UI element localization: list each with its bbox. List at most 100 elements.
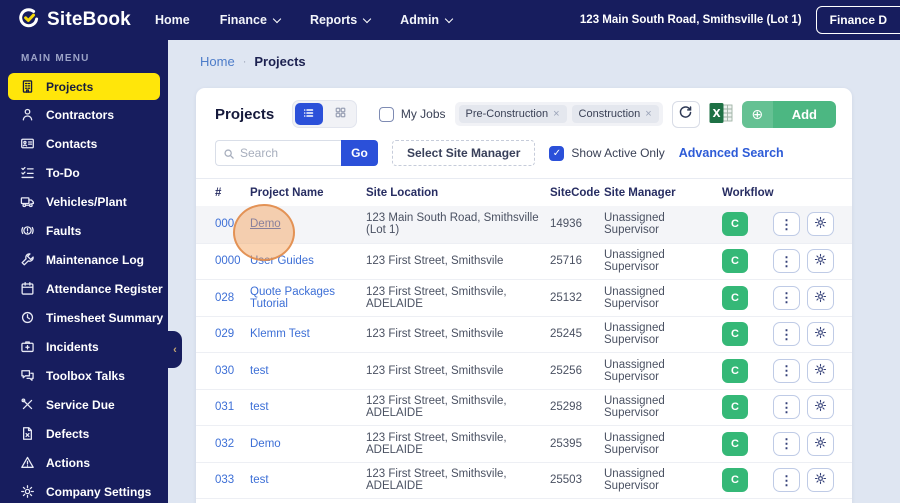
search-input[interactable] — [215, 140, 341, 166]
row-settings-button[interactable] — [807, 432, 834, 456]
workflow-badge[interactable]: C — [722, 322, 748, 346]
sidebar-collapse-handle[interactable]: ‹ — [168, 331, 182, 368]
row-menu-button[interactable]: ⋮ — [773, 286, 800, 310]
project-number-link[interactable]: 030 — [215, 365, 234, 377]
nav-item-admin[interactable]: Admin — [400, 13, 452, 27]
project-name-link[interactable]: Demo — [250, 438, 281, 450]
show-active-only-checkbox[interactable]: ✓ Show Active Only — [549, 146, 664, 161]
project-name-link[interactable]: Quote Packages Tutorial — [250, 286, 335, 310]
sidebar-item-timesheet-summary[interactable]: Timesheet Summary — [0, 303, 168, 332]
sidebar-item-contacts[interactable]: Contacts — [0, 129, 168, 158]
site-code: 14936 — [550, 218, 604, 230]
workflow-badge[interactable]: C — [722, 432, 748, 456]
projects-panel: Projects — [196, 88, 852, 503]
add-project-button[interactable]: ⊕ Add — [742, 101, 836, 128]
project-number-link[interactable]: 031 — [215, 401, 234, 413]
alert-circle-icon — [20, 223, 35, 238]
site-location: 123 First Street, Smithsvile, ADELAIDE — [366, 286, 550, 310]
row-menu-button[interactable]: ⋮ — [773, 395, 800, 419]
row-menu-button[interactable]: ⋮ — [773, 468, 800, 492]
sidebar-menu: Projects Contractors Contacts To-Do Vehi… — [0, 73, 168, 503]
row-settings-button[interactable] — [807, 359, 834, 383]
project-number-link[interactable]: 0000 — [215, 255, 241, 267]
warning-icon — [20, 455, 35, 470]
brand-name: SiteBook — [47, 9, 131, 31]
project-number-link[interactable]: 033 — [215, 474, 234, 486]
sidebar-item-toolbox-talks[interactable]: Toolbox Talks — [0, 361, 168, 390]
project-name-link[interactable]: test — [250, 401, 269, 413]
breadcrumb-separator: · — [243, 56, 247, 68]
project-number-link[interactable]: 028 — [215, 292, 234, 304]
workflow-badge[interactable]: C — [722, 468, 748, 492]
project-name-link[interactable]: test — [250, 474, 269, 486]
checklist-icon — [20, 165, 35, 180]
site-code: 25132 — [550, 292, 604, 304]
workflow-badge[interactable]: C — [722, 249, 748, 273]
grid-view-icon — [334, 106, 347, 122]
project-name-link[interactable]: test — [250, 365, 269, 377]
nav-item-reports[interactable]: Reports — [310, 13, 370, 27]
sidebar-item-contractors[interactable]: Contractors — [0, 100, 168, 129]
advanced-search-link[interactable]: Advanced Search — [679, 146, 784, 160]
site-manager: Unassigned Supervisor — [604, 286, 722, 310]
remove-filter-icon[interactable]: × — [553, 108, 559, 120]
sidebar-item-maintenance-log[interactable]: Maintenance Log — [0, 245, 168, 274]
person-icon — [20, 107, 35, 122]
project-name-link[interactable]: User Guides — [250, 255, 314, 267]
row-settings-button[interactable] — [807, 286, 834, 310]
site-code: 25503 — [550, 474, 604, 486]
row-menu-button[interactable]: ⋮ — [773, 322, 800, 346]
gear-icon — [814, 436, 827, 452]
sidebar-item-actions[interactable]: Actions — [0, 448, 168, 477]
finance-dashboard-button[interactable]: Finance D — [816, 6, 900, 34]
sidebar-item-projects[interactable]: Projects — [8, 73, 160, 100]
brand-logo[interactable]: SiteBook — [18, 7, 131, 34]
list-view-button[interactable] — [295, 103, 323, 125]
sidebar-item-defects[interactable]: Defects — [0, 419, 168, 448]
search-go-button[interactable]: Go — [341, 140, 378, 166]
select-site-manager-dropdown[interactable]: Select Site Manager — [392, 140, 535, 166]
grid-view-button[interactable] — [326, 103, 354, 125]
row-settings-button[interactable] — [807, 468, 834, 492]
site-manager: Unassigned Supervisor — [604, 432, 722, 456]
workflow-badge[interactable]: C — [722, 395, 748, 419]
filter-chip-construction[interactable]: Construction × — [572, 105, 659, 123]
row-settings-button[interactable] — [807, 395, 834, 419]
workflow-badge[interactable]: C — [722, 212, 748, 236]
breadcrumb-home-link[interactable]: Home — [200, 54, 235, 69]
table-header-cell: SiteCode — [550, 187, 604, 199]
row-menu-button[interactable]: ⋮ — [773, 212, 800, 236]
row-settings-button[interactable] — [807, 212, 834, 236]
refresh-button[interactable] — [672, 101, 700, 128]
my-jobs-checkbox[interactable]: My Jobs — [379, 107, 446, 122]
project-name-link[interactable]: Demo — [250, 218, 281, 230]
row-menu-button[interactable]: ⋮ — [773, 249, 800, 273]
sidebar: MAIN MENU Projects Contractors Contacts … — [0, 40, 168, 503]
sidebar-item-incidents[interactable]: Incidents — [0, 332, 168, 361]
sidebar-item-to-do[interactable]: To-Do — [0, 158, 168, 187]
workflow-badge[interactable]: C — [722, 286, 748, 310]
project-name-link[interactable]: Klemm Test — [250, 328, 310, 340]
sidebar-item-service-due[interactable]: Service Due — [0, 390, 168, 419]
sidebar-item-faults[interactable]: Faults — [0, 216, 168, 245]
sidebar-item-attendance-register[interactable]: Attendance Register — [0, 274, 168, 303]
project-number-link[interactable]: 032 — [215, 438, 234, 450]
filter-chip-pre-construction[interactable]: Pre-Construction × — [459, 105, 567, 123]
sidebar-item-vehicles-plant[interactable]: Vehicles/Plant — [0, 187, 168, 216]
row-menu-button[interactable]: ⋮ — [773, 432, 800, 456]
nav-item-home[interactable]: Home — [155, 13, 190, 27]
site-code: 25256 — [550, 365, 604, 377]
sidebar-item-company-settings[interactable]: Company Settings — [0, 477, 168, 503]
row-settings-button[interactable] — [807, 249, 834, 273]
gear-icon — [814, 253, 827, 269]
remove-filter-icon[interactable]: × — [645, 108, 651, 120]
export-excel-button[interactable]: X — [709, 102, 733, 127]
site-location: 123 Main South Road, Smithsville (Lot 1) — [366, 212, 550, 236]
project-number-link[interactable]: 000 — [215, 218, 234, 230]
row-menu-button[interactable]: ⋮ — [773, 359, 800, 383]
row-settings-button[interactable] — [807, 322, 834, 346]
workflow-badge[interactable]: C — [722, 359, 748, 383]
panel-title: Projects — [215, 106, 274, 123]
project-number-link[interactable]: 029 — [215, 328, 234, 340]
nav-item-finance[interactable]: Finance — [220, 13, 280, 27]
